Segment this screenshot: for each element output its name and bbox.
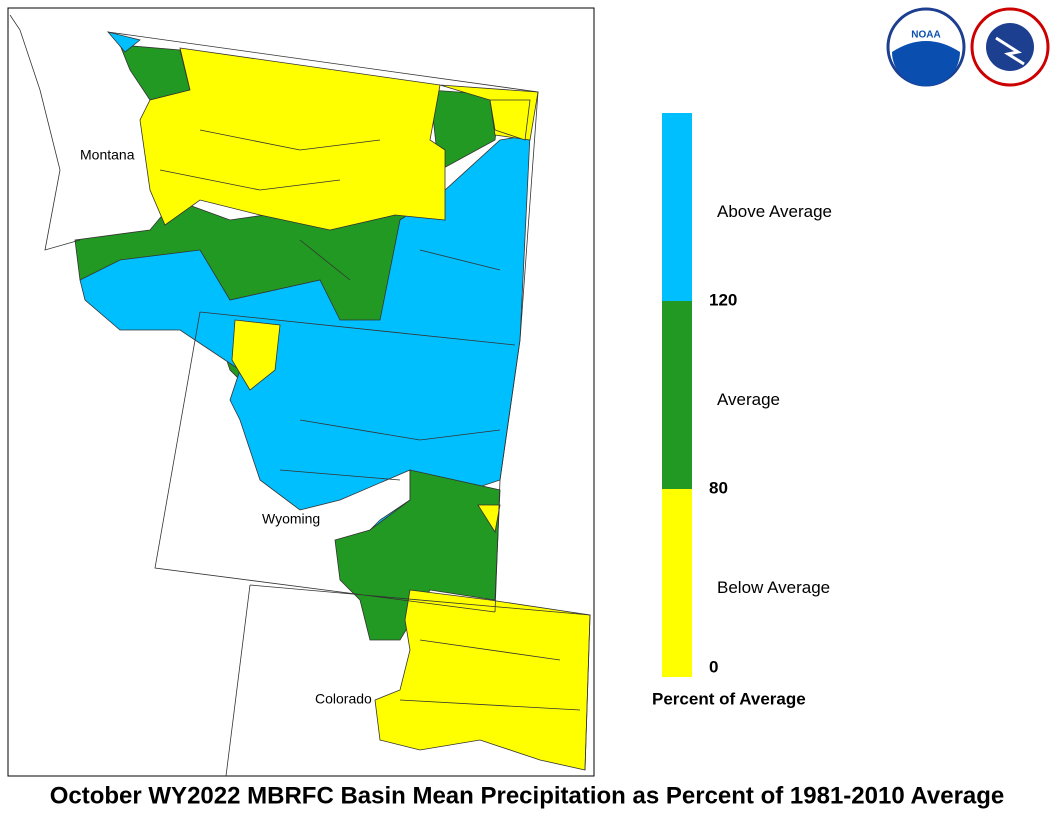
- state-label: Colorado: [315, 691, 372, 707]
- nws-logo-bolt: [995, 36, 1025, 66]
- legend-tick: 80: [709, 478, 728, 497]
- legend-swatch: [662, 301, 692, 489]
- noaa-logo-text: NOAA: [911, 30, 940, 41]
- legend-title: Percent of Average: [652, 689, 806, 708]
- title: October WY2022 MBRFC Basin Mean Precipit…: [50, 782, 1005, 809]
- legend-swatch: [662, 489, 692, 677]
- legend-swatch: [662, 113, 692, 301]
- basin-lines: [159, 129, 581, 711]
- legend-label: Above Average: [717, 202, 832, 221]
- below-average-region: [489, 99, 531, 141]
- legend: Percent of Average Below Average Average A…: [652, 113, 832, 708]
- legend-label: Average: [717, 390, 780, 409]
- logos: NOAA: [886, 7, 1050, 87]
- legend-tick: 0: [709, 657, 718, 676]
- below-average-region: [477, 504, 501, 534]
- above-average-region: [106, 31, 141, 53]
- legend-tick: 120: [709, 290, 737, 309]
- basin-map: Montana Wyoming Colorado: [7, 7, 595, 777]
- noaa-logo-wave: [892, 41, 960, 86]
- legend-label: Below Average: [717, 578, 830, 597]
- state-label: Montana: [80, 147, 135, 163]
- state-label: Wyoming: [262, 511, 320, 527]
- below-average-region: [231, 319, 281, 391]
- state-boundaries: [9, 14, 591, 777]
